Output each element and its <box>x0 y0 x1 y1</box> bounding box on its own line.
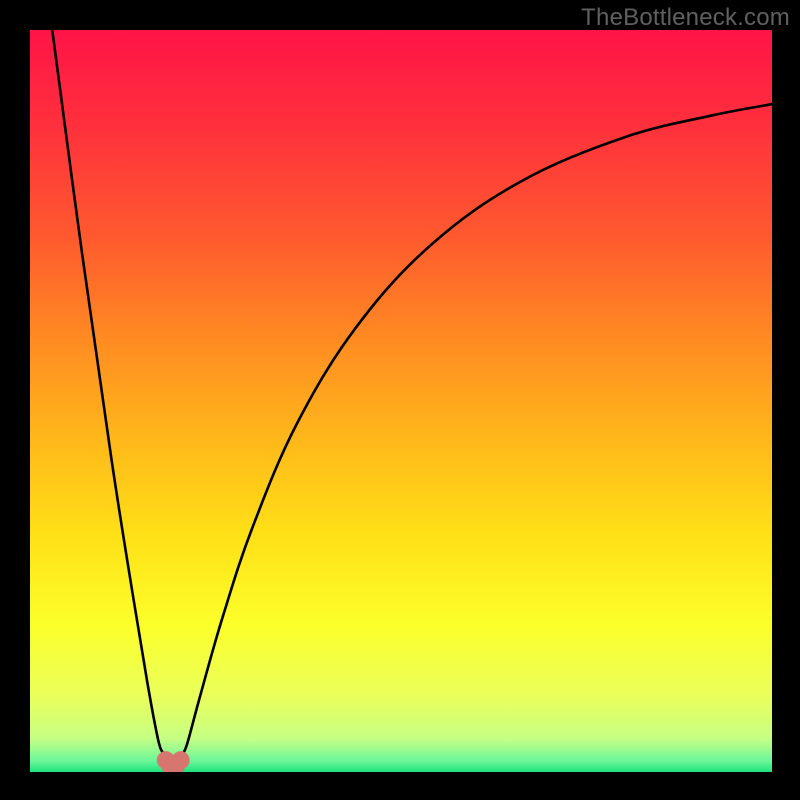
figure-root: TheBottleneck.com <box>0 0 800 800</box>
watermark-text: TheBottleneck.com <box>0 0 800 32</box>
valley-marker-2 <box>172 751 190 769</box>
gradient-background <box>30 30 772 772</box>
bottleneck-curve-chart <box>30 30 772 772</box>
plot-area <box>30 30 772 772</box>
